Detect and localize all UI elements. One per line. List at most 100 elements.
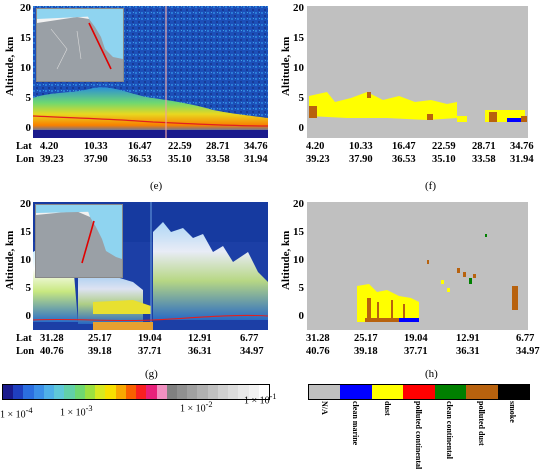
panel-e-lat: 22.59 bbox=[168, 141, 192, 152]
panel-g-lat: 6.77 bbox=[240, 333, 259, 344]
aerosol-type-label: dust bbox=[382, 401, 392, 416]
aerosol-type-label: polluted dust bbox=[476, 401, 486, 446]
panel-f-lat: 28.71 bbox=[472, 141, 496, 152]
panel-e-lat: 16.47 bbox=[128, 141, 152, 152]
panel-e-lat: 10.33 bbox=[84, 141, 108, 152]
panel-e-ytick: 0 bbox=[25, 122, 32, 134]
aerosol-type-swatch bbox=[309, 385, 341, 399]
panel-f-lon: 36.53 bbox=[392, 154, 416, 165]
colorbar-swatch bbox=[43, 385, 55, 399]
colorbar-swatch bbox=[197, 385, 208, 399]
panel-f-aerosol-image bbox=[309, 92, 527, 122]
panel-e-lon: 31.94 bbox=[244, 154, 268, 165]
colorbar-swatch bbox=[74, 385, 85, 399]
panel-h-lon: 36.31 bbox=[456, 346, 480, 357]
panel-f-lon: 35.10 bbox=[432, 154, 456, 165]
panel-h-lat: 25.17 bbox=[354, 333, 378, 344]
colorbar-swatch bbox=[64, 385, 75, 399]
panel-f-ytick: 15 bbox=[293, 32, 304, 44]
panel-g-lon: 39.18 bbox=[88, 346, 112, 357]
colorbar-swatch bbox=[125, 385, 137, 399]
aerosol-type-swatch bbox=[371, 385, 404, 399]
colorbar-swatch bbox=[258, 385, 270, 399]
panel-g-ytick: 5 bbox=[25, 282, 32, 294]
panel-h-ytick: 20 bbox=[293, 198, 304, 210]
colorbar-swatch bbox=[176, 385, 188, 399]
aerosol-type-label: clean marine bbox=[351, 401, 361, 446]
panel-h-lat: 12.91 bbox=[456, 333, 480, 344]
panel-f-ytick: 5 bbox=[298, 92, 305, 104]
panel-g-ytick: 0 bbox=[25, 310, 32, 322]
panel-g-lon: 37.71 bbox=[138, 346, 162, 357]
colorbar-swatch bbox=[156, 385, 167, 399]
panel-h-lon: 37.71 bbox=[404, 346, 428, 357]
panel-g-inset-map bbox=[35, 204, 123, 278]
panel-h-caption: (h) bbox=[425, 368, 438, 380]
colorbar-swatch bbox=[248, 385, 259, 399]
panel-g-lon-label: Lon bbox=[16, 346, 35, 357]
panel-g-caption: (g) bbox=[145, 368, 158, 380]
panel-e-lon: 37.90 bbox=[84, 154, 108, 165]
backscatter-colorbar-label: 1 × 10-2 bbox=[180, 400, 213, 415]
colorbar-swatch bbox=[166, 385, 177, 399]
colorbar-swatch bbox=[23, 385, 34, 399]
panel-e-lon-label: Lon bbox=[16, 154, 35, 165]
panel-e-ytick: 5 bbox=[25, 92, 32, 104]
panel-e-lon: 35.10 bbox=[168, 154, 192, 165]
panel-h-ytick: 10 bbox=[293, 254, 304, 266]
panel-f-lon: 31.94 bbox=[510, 154, 534, 165]
panel-e-ytick: 15 bbox=[20, 32, 31, 44]
panel-h-lat: 6.77 bbox=[516, 333, 535, 344]
panel-g-ytick: 15 bbox=[20, 226, 31, 238]
panel-g-lat: 31.28 bbox=[40, 333, 64, 344]
panel-g-backscatter-image bbox=[33, 202, 268, 330]
colorbar-swatch bbox=[217, 385, 229, 399]
colorbar-swatch bbox=[54, 385, 65, 399]
panel-g-ytick: 10 bbox=[20, 254, 31, 266]
panel-h-lat: 31.28 bbox=[306, 333, 330, 344]
colorbar-swatch bbox=[95, 385, 106, 399]
panel-h-aerosol-image bbox=[357, 234, 518, 322]
aerosol-type-swatch bbox=[340, 385, 372, 399]
panel-e-lat: 28.71 bbox=[206, 141, 230, 152]
panel-e-lat: 4.20 bbox=[40, 141, 59, 152]
colorbar-swatch bbox=[136, 385, 147, 399]
aerosol-type-label: smoke bbox=[508, 401, 518, 423]
panel-h-lon: 40.76 bbox=[306, 346, 330, 357]
panel-f-ytick: 20 bbox=[293, 2, 304, 14]
aerosol-type-swatch bbox=[403, 385, 435, 399]
colorbar-swatch bbox=[84, 385, 96, 399]
panel-h-ytick: 5 bbox=[298, 282, 305, 294]
aerosol-type-swatch bbox=[434, 385, 467, 399]
panel-e-ytick: 10 bbox=[20, 62, 31, 74]
panel-h-ytick: 0 bbox=[298, 310, 305, 322]
colorbar-swatch bbox=[13, 385, 24, 399]
panel-g-lon: 36.31 bbox=[188, 346, 212, 357]
aerosol-type-label: N/A bbox=[319, 401, 329, 415]
panel-f-lat: 10.33 bbox=[349, 141, 373, 152]
aerosol-type-label: polluted continental bbox=[414, 401, 423, 469]
aerosol-type-label: clean continental bbox=[445, 401, 455, 459]
panel-f-plot bbox=[307, 6, 528, 138]
panel-g-lat-label: Lat bbox=[16, 333, 32, 344]
panel-f-lat: 22.59 bbox=[432, 141, 456, 152]
backscatter-colorbar bbox=[2, 384, 270, 400]
aerosol-type-legend bbox=[308, 384, 530, 400]
panel-g: Altitude, km 20 15 10 5 0 bbox=[0, 196, 272, 372]
panel-h-plot bbox=[307, 202, 528, 330]
panel-e-plot bbox=[33, 6, 268, 138]
panel-g-lat: 12.91 bbox=[188, 333, 212, 344]
panel-e-lon: 36.53 bbox=[128, 154, 152, 165]
panel-e-lon: 33.58 bbox=[206, 154, 230, 165]
panel-h-lat: 19.04 bbox=[404, 333, 428, 344]
colorbar-swatch bbox=[105, 385, 116, 399]
aerosol-type-swatch bbox=[466, 385, 498, 399]
colorbar-swatch bbox=[228, 385, 239, 399]
panel-e-ytick: 20 bbox=[20, 2, 31, 14]
panel-e-lon: 39.23 bbox=[40, 154, 64, 165]
panel-f-lat: 34.76 bbox=[510, 141, 534, 152]
panel-f-ytick: 0 bbox=[298, 122, 305, 134]
colorbar-swatch bbox=[187, 385, 198, 399]
panel-g-lon: 34.97 bbox=[240, 346, 264, 357]
panel-e-lat: 34.76 bbox=[244, 141, 268, 152]
